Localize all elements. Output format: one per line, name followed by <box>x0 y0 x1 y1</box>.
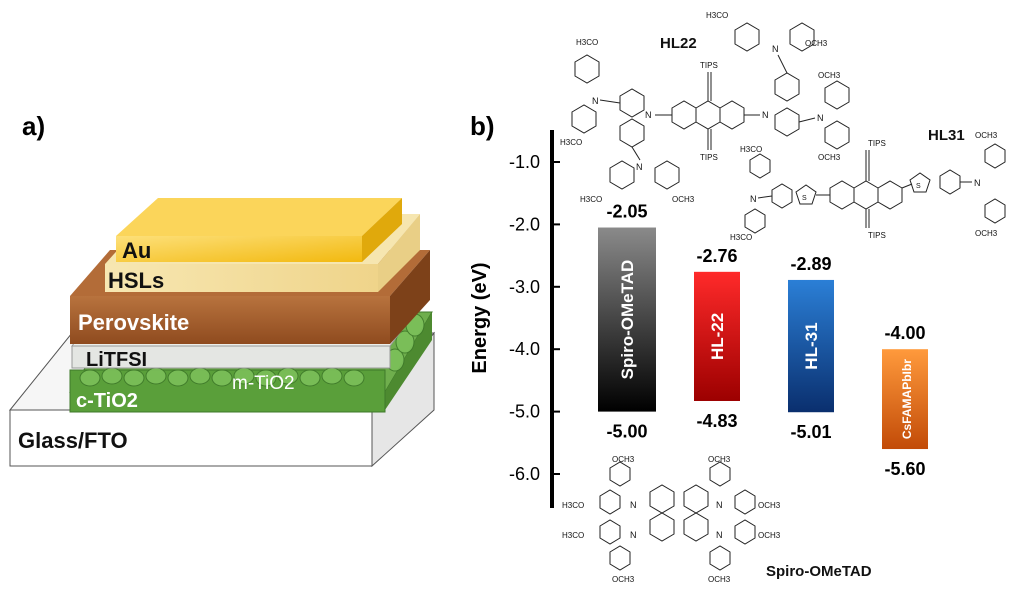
hl31-tips-bottom: TIPS <box>868 231 886 240</box>
spiro-ome-5: H3CO <box>562 531 584 540</box>
spiro-ome-8: OCH3 <box>708 575 731 584</box>
spiro-label: Spiro-OMeTAD <box>766 563 872 580</box>
hl22-tips-bottom: TIPS <box>700 153 718 162</box>
c-tio2-text: c-TiO2 <box>76 390 138 412</box>
hl22-label: HL22 <box>660 35 697 52</box>
hsls-text: HSLs <box>108 268 164 293</box>
hl31-n-left: N <box>750 194 757 204</box>
spiro-structure: Spiro-OMeTAD N N N N OCH3 OCH3 H3CO OCH3… <box>562 455 872 584</box>
hl31-ome-2: H3CO <box>730 233 752 242</box>
y-tick-label: -1.0 <box>509 152 540 172</box>
hl31-tips-top: TIPS <box>868 139 886 148</box>
hl22-n-right3: N <box>817 113 824 123</box>
y-tick-label: -3.0 <box>509 277 540 297</box>
spiro-ome-4: OCH3 <box>758 501 781 510</box>
y-tick-label: -6.0 <box>509 464 540 484</box>
spiro-ome-2: OCH3 <box>708 455 731 464</box>
hl22-n-right2: N <box>772 44 779 54</box>
energy-bar-name: HL-31 <box>802 322 821 369</box>
y-tick-label: -4.0 <box>509 339 540 359</box>
spiro-n-4: N <box>716 530 723 540</box>
hl22-ome-6: OCH3 <box>805 39 828 48</box>
energy-bar-0 <box>598 227 656 412</box>
hl22-ome-1: H3CO <box>576 38 598 47</box>
energy-bar-3 <box>882 349 928 450</box>
hl22-n-left2: N <box>592 96 599 106</box>
hl31-structure: HL31 TIPS TIPS S S N H3CO H3CO N OCH3 OC… <box>730 127 1006 242</box>
au-layer: Au <box>116 198 402 263</box>
y-axis-ticks: -1.0 -2.0 -3.0 -4.0 -5.0 -6.0 <box>509 152 560 484</box>
hl22-ome-7: OCH3 <box>818 71 841 80</box>
hl22-ome-4: OCH3 <box>672 195 695 204</box>
hl22-n-left: N <box>645 110 652 120</box>
spiro-n-1: N <box>630 500 637 510</box>
y-tick-label: -2.0 <box>509 214 540 234</box>
homo-label: -5.01 <box>790 422 831 442</box>
spiro-ome-1: OCH3 <box>612 455 635 464</box>
energy-bar-name: Spiro-OMeTAD <box>618 260 637 380</box>
lumo-label: -2.89 <box>790 254 831 274</box>
hl31-ome-4: OCH3 <box>975 229 998 238</box>
hl22-ome-2: H3CO <box>560 138 582 147</box>
glass-fto-text: Glass/FTO <box>18 428 128 453</box>
energy-bar-name: CsFAMAPbIbr <box>900 359 914 439</box>
homo-label: -5.60 <box>884 459 925 479</box>
lumo-label: -4.00 <box>884 323 925 343</box>
panel-b-label: b) <box>470 111 495 141</box>
energy-bar-1 <box>694 271 740 401</box>
hl22-tips-top: TIPS <box>700 61 718 70</box>
m-tio2-text: m-TiO2 <box>232 373 295 394</box>
hl31-s-left: S <box>802 195 807 202</box>
au-text: Au <box>122 238 151 263</box>
energy-bar-2 <box>788 279 834 413</box>
spiro-ome-6: OCH3 <box>758 531 781 540</box>
spiro-ome-7: OCH3 <box>612 575 635 584</box>
hl22-structure: HL22 TIPS TIPS N N H3CO H3CO N H3CO OCH3… <box>560 11 850 204</box>
spiro-n-3: N <box>630 530 637 540</box>
spiro-ome-3: H3CO <box>562 501 584 510</box>
litfsi-text: LiTFSI <box>86 349 147 371</box>
panel-a-label: a) <box>22 111 45 141</box>
hl22-n-left3: N <box>636 162 643 172</box>
y-axis-label: Energy (eV) <box>469 262 491 373</box>
hl22-ome-8: OCH3 <box>818 153 841 162</box>
lumo-label: -2.76 <box>696 246 737 266</box>
hl31-ome-3: OCH3 <box>975 131 998 140</box>
y-tick-label: -5.0 <box>509 402 540 422</box>
energy-bars: Spiro-OMeTAD -2.05 -5.00 HL-22 -2.76 -4.83 HL-… <box>598 202 928 479</box>
hl22-n-right: N <box>762 110 769 120</box>
hl31-label: HL31 <box>928 127 965 144</box>
hl31-ome-1: H3CO <box>740 145 762 154</box>
hl31-s-right: S <box>916 183 921 190</box>
spiro-n-2: N <box>716 500 723 510</box>
perovskite-text: Perovskite <box>78 310 189 335</box>
homo-label: -4.83 <box>696 411 737 431</box>
lumo-label: -2.05 <box>606 202 647 222</box>
homo-label: -5.00 <box>606 422 647 442</box>
hl22-ome-3: H3CO <box>580 195 602 204</box>
hl22-ome-5: H3CO <box>706 11 728 20</box>
energy-bar-name: HL-22 <box>708 313 727 360</box>
hl31-n-right: N <box>974 178 981 188</box>
